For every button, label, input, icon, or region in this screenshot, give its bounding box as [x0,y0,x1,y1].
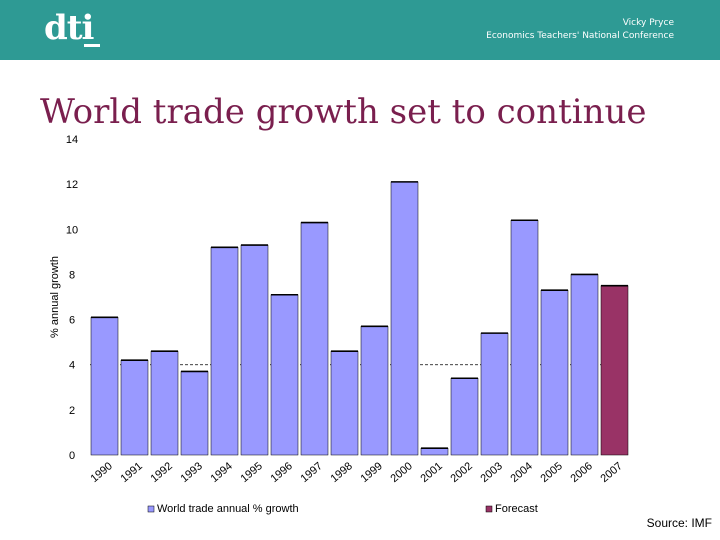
bar-2007 [600,285,629,456]
bar-1993 [180,371,209,456]
x-tick-label: 2000 [388,460,414,485]
y-axis-label: % annual growth [49,256,61,338]
bar-1999 [360,326,389,456]
bar-1997 [300,222,329,456]
x-tick-label: 1994 [208,460,234,485]
x-tick-label: 2006 [568,460,594,485]
y-tick-label: 12 [66,179,78,191]
x-tick-label: 1992 [148,460,174,485]
y-tick-label: 10 [66,224,78,236]
legend-label: World trade annual % growth [157,503,299,515]
y-tick-label: 0 [69,450,75,462]
presenter-info: Vicky Pryce Economics Teachers' National… [486,17,674,43]
legend-swatch [485,505,493,513]
x-tick-label: 1995 [238,460,264,485]
y-tick-label: 8 [69,269,75,281]
bar-2003 [480,332,509,456]
slide-title: World trade growth set to continue [40,92,647,132]
bar-2002 [450,378,479,456]
bar-2004 [510,220,539,456]
event-name: Economics Teachers' National Conference [486,31,674,41]
bar-1991 [120,359,149,456]
source-note: Source: IMF [646,516,712,530]
x-tick-label: 1996 [268,460,294,485]
bar-1992 [150,350,179,456]
bar-2000 [390,181,419,456]
bar-2001 [420,447,449,456]
x-tick-label: 2004 [508,460,534,485]
bar-1995 [240,244,269,456]
bar-1996 [270,294,299,456]
y-tick-label: 4 [69,360,75,372]
legend-label: Forecast [495,503,538,515]
logo-underline [84,44,100,47]
x-tick-label: 2005 [538,460,564,485]
x-tick-label: 2007 [598,460,624,485]
y-tick-label: 2 [69,405,75,417]
x-tick-label: 1990 [88,460,114,485]
x-tick-label: 1999 [358,460,384,485]
bar-1990 [90,317,119,456]
bar-1994 [210,247,239,456]
header-bar: dti Vicky Pryce Economics Teachers' Nati… [0,0,720,60]
bar-2006 [570,274,599,456]
x-tick-label: 2003 [478,460,504,485]
legend-swatch [147,505,155,513]
x-tick-label: 1993 [178,460,204,485]
x-tick-label: 1991 [118,460,144,485]
bar-2005 [540,289,569,456]
bar-1998 [330,350,359,456]
x-tick-label: 2001 [418,460,444,485]
y-tick-label: 14 [66,134,78,146]
x-tick-label: 1998 [328,460,354,485]
presenter-name: Vicky Pryce [622,18,674,28]
x-tick-label: 1997 [298,460,324,485]
x-tick-label: 2002 [448,460,474,485]
dti-logo: dti [44,8,94,48]
y-tick-label: 6 [69,315,75,327]
